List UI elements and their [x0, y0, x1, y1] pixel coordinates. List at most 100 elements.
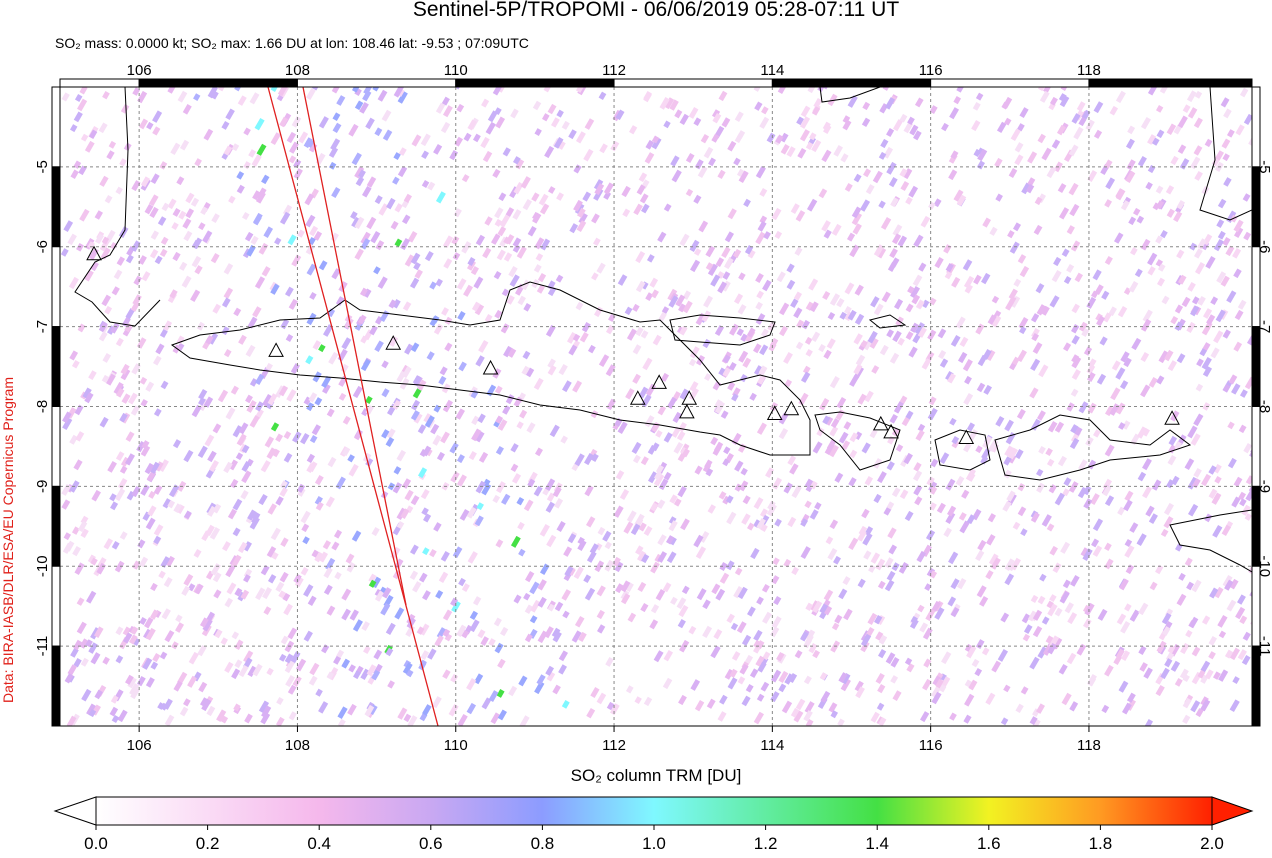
speckle: [131, 180, 141, 192]
speckle: [394, 238, 403, 247]
speckle: [61, 92, 70, 102]
speckle: [441, 307, 449, 316]
speckle: [889, 352, 900, 364]
speckle: [1036, 482, 1045, 494]
speckle: [718, 367, 726, 376]
speckle: [1124, 490, 1134, 502]
speckle: [617, 421, 628, 434]
speckle: [977, 148, 988, 162]
speckle: [109, 493, 117, 502]
speckle: [260, 460, 271, 473]
speckle: [487, 110, 498, 123]
speckle: [173, 503, 182, 514]
speckle: [862, 532, 873, 546]
speckle: [615, 583, 624, 594]
speckle: [231, 631, 240, 640]
speckle: [74, 562, 85, 575]
speckle: [1229, 699, 1240, 712]
speckle: [763, 231, 771, 240]
speckle: [622, 208, 631, 218]
speckle: [995, 193, 1003, 202]
speckle: [950, 334, 961, 347]
speckle: [1231, 496, 1241, 508]
speckle: [711, 583, 721, 595]
speckle: [1226, 599, 1237, 612]
speckle: [704, 373, 712, 382]
speckle: [1127, 125, 1136, 135]
speckle: [352, 385, 363, 399]
speckle: [536, 674, 546, 686]
speckle: [1137, 155, 1147, 167]
speckle: [1238, 424, 1247, 434]
speckle: [1036, 410, 1046, 421]
speckle: [617, 274, 628, 286]
speckle: [283, 430, 292, 440]
speckle: [139, 376, 148, 385]
speckle: [198, 222, 206, 231]
speckle: [1243, 443, 1252, 454]
speckle: [120, 363, 130, 375]
speckle: [906, 663, 915, 673]
speckle: [183, 230, 193, 242]
speckle: [397, 90, 408, 104]
speckle: [1222, 236, 1231, 247]
speckle: [973, 148, 982, 157]
speckle: [1190, 433, 1201, 446]
speckle: [410, 252, 421, 265]
speckle: [1085, 436, 1094, 447]
speckle: [1091, 538, 1100, 548]
speckle: [1029, 656, 1040, 670]
colorbar-tick-label: 1.6: [977, 834, 1001, 853]
speckle: [1071, 303, 1080, 314]
speckle: [1158, 350, 1169, 364]
speckle: [643, 696, 653, 707]
speckle: [1180, 642, 1190, 655]
speckle: [760, 681, 770, 692]
speckle: [1235, 124, 1245, 136]
speckle: [495, 415, 503, 424]
volcano-marker: [385, 335, 402, 350]
speckle: [985, 349, 996, 362]
speckle: [240, 490, 249, 500]
speckle: [516, 497, 525, 506]
speckle: [533, 264, 542, 273]
speckle: [438, 375, 447, 386]
speckle: [1115, 90, 1126, 104]
speckle: [921, 299, 930, 309]
speckle: [469, 610, 479, 620]
speckle: [641, 553, 650, 564]
speckle: [883, 146, 894, 159]
speckle: [903, 121, 914, 134]
speckle: [111, 541, 120, 550]
speckle: [70, 124, 78, 133]
speckle: [834, 614, 843, 624]
speckle: [873, 458, 883, 469]
speckle: [733, 248, 742, 259]
speckle: [524, 604, 534, 615]
speckle: [1080, 547, 1090, 557]
speckle: [596, 262, 606, 274]
speckle: [429, 548, 437, 558]
speckle: [451, 600, 461, 613]
speckle: [144, 203, 154, 215]
speckle: [442, 609, 453, 621]
speckle: [738, 350, 749, 363]
speckle: [783, 351, 793, 364]
speckle: [328, 161, 337, 170]
speckle: [842, 119, 852, 131]
speckle: [1085, 119, 1095, 131]
speckle: [741, 513, 751, 525]
speckle: [1037, 133, 1046, 144]
speckle: [903, 452, 913, 465]
speckle: [579, 332, 589, 343]
speckle: [722, 271, 731, 280]
speckle: [554, 601, 564, 612]
speckle: [615, 470, 625, 480]
speckle: [145, 517, 156, 530]
speckle: [413, 412, 423, 424]
speckle: [909, 618, 919, 630]
speckle: [246, 400, 257, 413]
speckle: [1002, 500, 1012, 512]
speckle: [1210, 347, 1220, 359]
speckle: [191, 404, 202, 418]
